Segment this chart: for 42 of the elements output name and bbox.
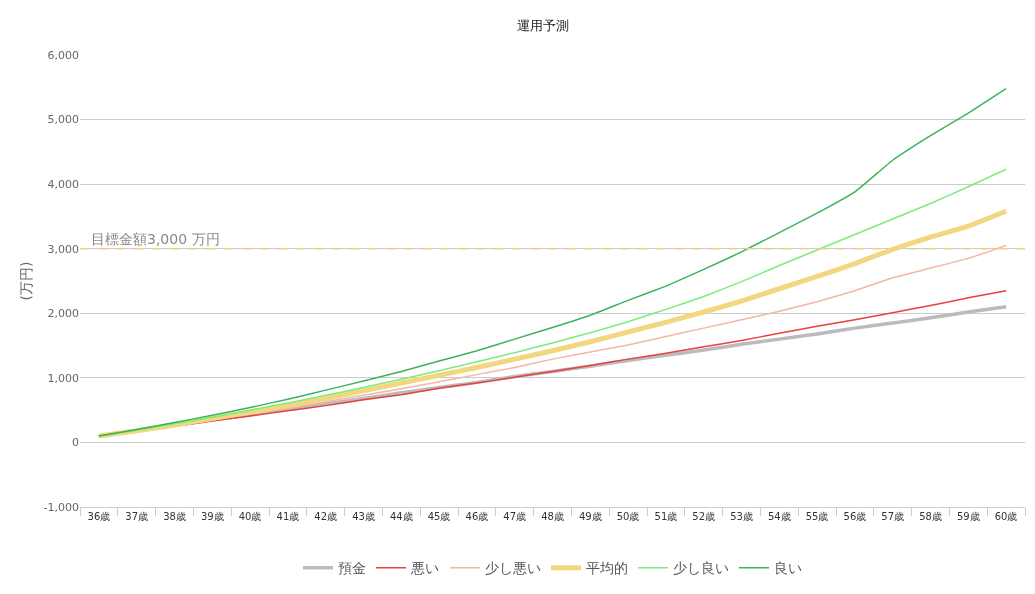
y-tick-label: 4,000 xyxy=(47,177,79,191)
x-tick-label: 38歳 xyxy=(163,511,186,522)
x-tick-label: 39歳 xyxy=(200,511,224,522)
legend-label: 預金 xyxy=(338,560,366,577)
chart-title: 運用予測 xyxy=(517,17,570,33)
x-tick-label: 42歳 xyxy=(314,511,338,522)
x-tick-label: 60歳 xyxy=(994,511,1018,522)
legend-label: 平均的 xyxy=(586,560,628,577)
x-tick-label: 53歳 xyxy=(730,511,753,522)
legend-label: 良い xyxy=(774,560,802,577)
x-tick-label: 59歳 xyxy=(956,511,980,522)
x-tick-label: 43歳 xyxy=(352,511,375,522)
y-tick-label: 1,000 xyxy=(47,371,79,385)
x-tick-label: 50歳 xyxy=(616,511,640,522)
legend-label: 少し悪い xyxy=(485,560,541,577)
x-tick-label: 40歳 xyxy=(238,511,262,522)
y-tick-label: 0 xyxy=(72,436,79,450)
y-tick-label: -1,000 xyxy=(43,500,79,514)
x-tick-label: 44歳 xyxy=(389,511,413,522)
x-tick-label: 37歳 xyxy=(125,511,149,522)
y-tick-label: 3,000 xyxy=(47,242,79,256)
x-tick-label: 51歳 xyxy=(654,511,678,522)
x-tick-label: 47歳 xyxy=(503,511,527,522)
x-tick-label: 49歳 xyxy=(578,511,602,522)
x-tick-label: 56歳 xyxy=(843,511,867,522)
y-tick-label: 5,000 xyxy=(47,113,79,127)
y-axis-title: (万円) xyxy=(18,261,35,301)
x-tick-label: 48歳 xyxy=(541,511,564,522)
x-tick-label: 46歳 xyxy=(465,511,489,522)
ref-line-label: 目標金額3,000 万円 xyxy=(91,231,220,247)
x-tick-label: 58歳 xyxy=(919,511,942,522)
legend-label: 悪い xyxy=(410,560,439,577)
x-tick-label: 57歳 xyxy=(881,511,905,522)
y-tick-label: 6,000 xyxy=(47,48,79,62)
y-tick-label: 2,000 xyxy=(47,307,79,321)
x-tick-label: 45歳 xyxy=(427,511,451,522)
x-tick-label: 55歳 xyxy=(805,511,829,522)
x-tick-label: 52歳 xyxy=(692,511,716,522)
x-tick-label: 54歳 xyxy=(767,511,791,522)
legend-label: 少し良い xyxy=(673,560,729,577)
x-tick-label: 41歳 xyxy=(276,511,300,522)
x-tick-label: 36歳 xyxy=(87,511,111,522)
